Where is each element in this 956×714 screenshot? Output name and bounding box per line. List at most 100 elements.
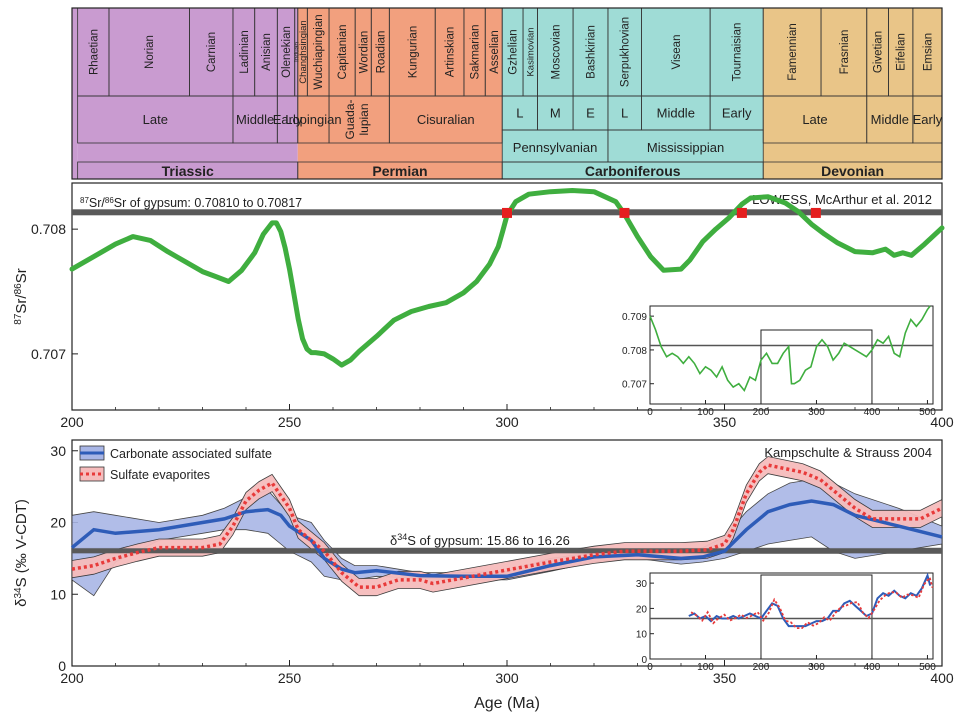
sr-curve (69, 188, 945, 368)
epoch-label: Early (722, 106, 752, 121)
y-tick-label: 0 (58, 658, 66, 674)
x-tick-label: 350 (713, 414, 737, 430)
intersection-marker (810, 207, 821, 218)
stage-label: Emsian (922, 33, 934, 71)
period-fill (72, 8, 78, 179)
period-label: Devonian (821, 163, 884, 179)
y-tick-label: 30 (50, 443, 66, 459)
period-fill (763, 8, 942, 179)
sr-source-label: LOWESS, McArthur et al. 2012 (752, 192, 932, 207)
cas-line (70, 499, 943, 579)
stage-label: Tournaisian (732, 23, 744, 82)
inset-x-tick-label: 200 (753, 662, 770, 673)
inset-x-tick-label: 300 (808, 407, 825, 418)
stage-label: Rhaetian (88, 29, 100, 75)
sr-inset: 0 100 200 300 400 500 0.707 0.708 0.709 (622, 305, 936, 418)
gypsum-band-label: 87Sr/86Sr of gypsum: 0.70810 to 0.70817 (80, 195, 302, 210)
period-fill (297, 8, 503, 179)
x-tick-label: 350 (713, 670, 737, 686)
s-source-label: Kampschulte & Strauss 2004 (764, 445, 932, 460)
inset-y-tick-label: 0.709 (622, 312, 647, 323)
stage-label: Sakmarian (470, 25, 482, 80)
stage-label: Capitanian (337, 25, 349, 80)
inset-x-tick-label: 500 (919, 662, 936, 673)
inset-y-tick-label: 30 (636, 579, 648, 590)
epoch-label: Lopingian (285, 112, 341, 127)
stage-label: Induan (294, 42, 301, 62)
inset-x-tick-label: 100 (697, 407, 714, 418)
inset-evaporite-curve (690, 575, 934, 629)
epoch-label: Cisuralian (417, 112, 475, 127)
x-tick-label: 400 (930, 414, 954, 430)
stage-label: Norian (144, 35, 156, 69)
period-fill (77, 8, 298, 179)
y-tick-label: 0.708 (31, 221, 66, 237)
inset-x-tick-label: 100 (697, 662, 714, 673)
stage-label: Moscovian (550, 25, 562, 80)
stage-label: Wordian (358, 31, 370, 74)
inset-y-tick-label: 0.707 (622, 380, 647, 391)
intersection-marker (619, 207, 630, 218)
x-tick-label: 250 (278, 670, 302, 686)
stage-label: Givetian (873, 31, 885, 73)
inset-frame (649, 305, 934, 405)
sr-panel: 200 250 300 350 400 0.707 0.708 87Sr/86Sr of gy… (13, 182, 954, 430)
stage-label: Olenekian (281, 26, 293, 78)
stage-label: Serpukhovian (620, 17, 632, 87)
x-tick-label: 200 (60, 414, 84, 430)
x-axis-label: Age (Ma) (474, 695, 540, 712)
geologic-timescale: Rhaetian Norian Carnian Ladinian Anisian Olen… (71, 7, 943, 180)
x-tick-label: 250 (278, 414, 302, 430)
period-fill (502, 8, 764, 179)
y-tick-label: 10 (50, 586, 66, 602)
period-label: Carboniferous (585, 163, 681, 179)
stage-label: Kasimovian (526, 27, 537, 76)
subperiod-label: Pennsylvanian (513, 140, 598, 155)
inset-y-tick-label: 0.708 (622, 346, 647, 357)
epoch-label: E (586, 106, 595, 121)
inset-y-tick-label: 0 (641, 655, 647, 666)
x-tick-label: 200 (60, 670, 84, 686)
legend-label-evaporite: Sulfate evaporites (110, 468, 210, 482)
inset-x-tick-label: 300 (808, 662, 825, 673)
stage-label: Visean (671, 35, 683, 70)
stage-label: Bashkirian (586, 25, 598, 79)
subperiod-label: Mississippian (647, 140, 724, 155)
timescale-frame (71, 7, 943, 180)
x-tick-label: 300 (495, 414, 519, 430)
stage-label: Ladinian (239, 30, 251, 73)
gypsum-band-label: δ34S of gypsum: 15.86 to 16.26 (390, 532, 570, 548)
period-label: Permian (372, 163, 427, 179)
y-tick-label: 0.707 (31, 346, 66, 362)
inset-x-tick-label: 400 (864, 662, 881, 673)
epoch-label: Middle (871, 112, 909, 127)
stage-label: Anisian (261, 33, 273, 71)
stage-label: Eifelian (896, 33, 908, 71)
s-inset: 0 100 200 300 400 500 0 10 20 30 (636, 572, 936, 673)
epoch-label: Guada- (343, 99, 357, 139)
stage-label: Gzhelian (508, 29, 520, 74)
x-tick-label: 300 (495, 670, 519, 686)
epoch-label: Middle (236, 112, 274, 127)
inset-sr-curve (649, 305, 931, 393)
epoch-label: Late (143, 112, 168, 127)
epoch-label: lupian (357, 103, 371, 135)
stage-label: Carnian (206, 32, 218, 72)
intersection-marker (502, 207, 512, 218)
epoch-label: L (516, 106, 523, 121)
inset-x-tick-label: 500 (919, 407, 936, 418)
epoch-label: Middle (657, 106, 695, 121)
stage-label: Asselian (489, 30, 501, 73)
intersection-marker (736, 207, 747, 218)
epoch-label: Late (802, 112, 827, 127)
epoch-label: Early (273, 112, 303, 127)
inset-y-tick-label: 10 (636, 630, 648, 641)
sr-y-axis-label: 87Sr/86Sr (13, 268, 31, 324)
stage-label: Kungurian (407, 26, 419, 78)
stage-label: Wuchiapingian (313, 14, 325, 89)
inset-x-tick-label: 400 (864, 407, 881, 418)
stage-label: Roadian (375, 31, 387, 74)
stage-label: Changhsingian (298, 20, 309, 83)
